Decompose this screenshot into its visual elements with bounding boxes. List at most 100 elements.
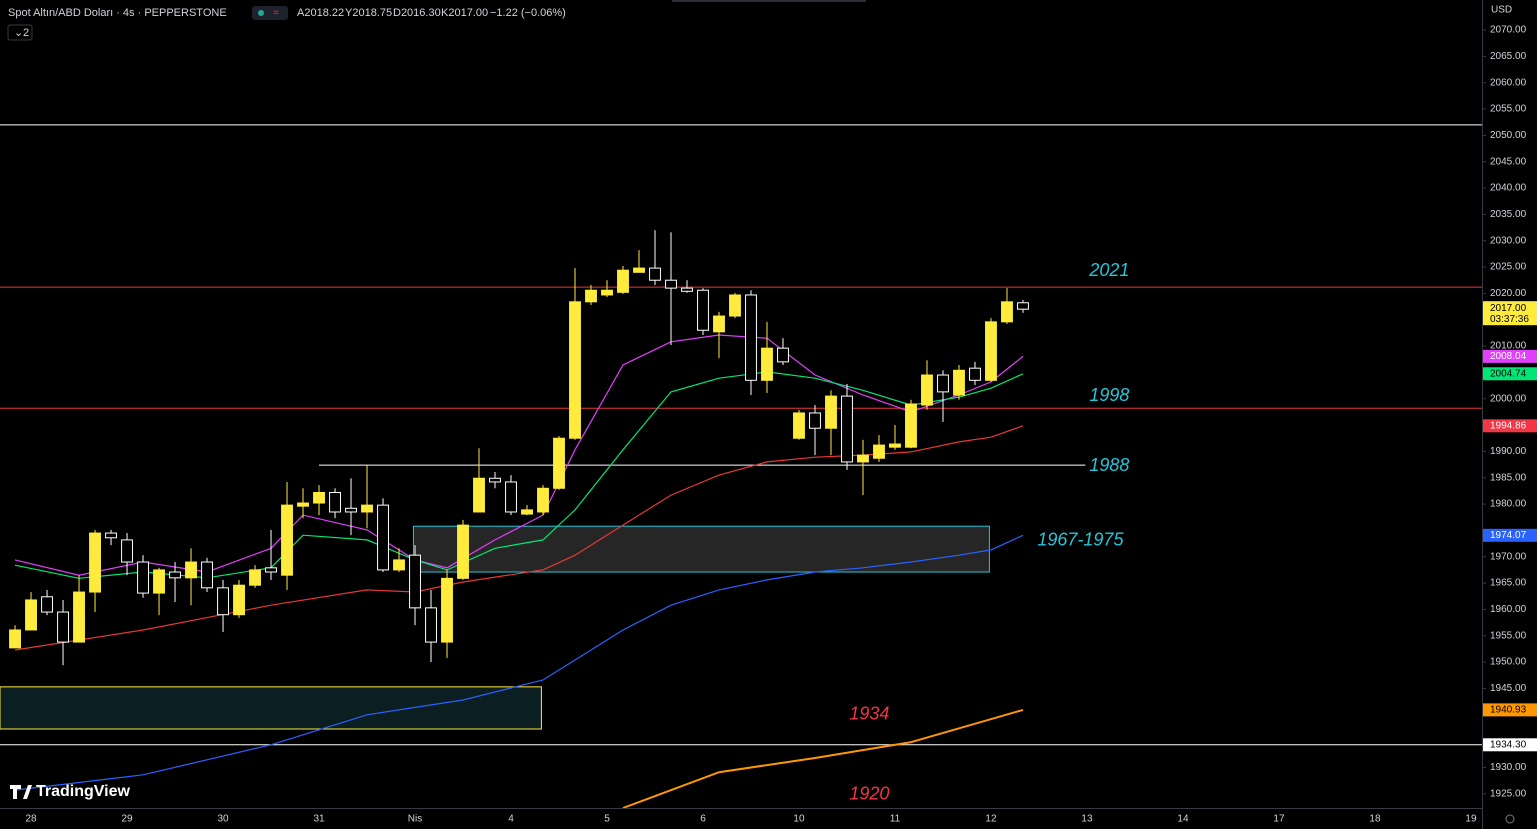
chevron: ⌄ — [14, 27, 23, 39]
price-badge-label: 1994.86 — [1490, 420, 1527, 431]
y-tick-label: 1960.00 — [1490, 604, 1527, 615]
candle-body — [57, 611, 69, 643]
y-tick-label: 1930.00 — [1490, 762, 1527, 773]
price-badge — [1483, 349, 1537, 363]
x-tick-label: 19 — [1465, 814, 1477, 825]
candle-body — [201, 561, 213, 589]
price-badge — [1483, 738, 1537, 752]
y-tick-label: 1990.00 — [1490, 446, 1527, 457]
candle-body — [265, 567, 277, 573]
candle-body — [233, 584, 245, 616]
candle-body — [185, 561, 197, 579]
candle-body — [969, 367, 981, 381]
candle-body — [313, 491, 325, 504]
candle-body — [377, 504, 389, 571]
candle-body — [889, 443, 901, 448]
price-badge-label: 2004.74 — [1490, 368, 1527, 379]
y-tick-label: 1955.00 — [1490, 630, 1527, 641]
candle-body — [489, 477, 501, 483]
candle-body — [553, 437, 565, 489]
annotation: 1934 — [849, 704, 889, 724]
y-tick-label: 1965.00 — [1490, 578, 1527, 589]
candle-body — [361, 504, 373, 513]
x-tick-label: 18 — [1369, 814, 1381, 825]
candle-body — [25, 599, 37, 631]
zone-box — [412, 525, 990, 573]
indicator-toggle[interactable] — [7, 24, 33, 41]
annotation: 2021 — [1088, 260, 1129, 280]
x-tick-label: 28 — [25, 814, 37, 825]
candle-body — [921, 374, 933, 406]
y-tick-label: 2060.00 — [1490, 77, 1527, 88]
x-tick-label: 30 — [217, 814, 229, 825]
price-badge-label: 1934.30 — [1490, 739, 1527, 750]
candle-body — [473, 477, 485, 513]
candle-body — [393, 559, 405, 571]
x-tick-label: 4 — [508, 814, 514, 825]
candle-body — [697, 289, 709, 331]
candle-body — [841, 395, 853, 463]
candle-body — [665, 279, 677, 289]
zone-box — [0, 686, 542, 730]
candle-body — [345, 507, 357, 513]
candle-body — [1001, 301, 1013, 323]
x-tick-label: 12 — [985, 814, 997, 825]
candle-body — [121, 539, 133, 563]
logo-mark — [10, 785, 32, 799]
x-tick-label: 11 — [890, 814, 901, 825]
plot: 2021 1998 1988 1967-1975 1934 1920 — [0, 124, 1482, 809]
annotation: 1998 — [1089, 385, 1129, 405]
ohlc-close: K2017.00 — [441, 7, 488, 19]
y-tick-label: 2000.00 — [1490, 393, 1527, 404]
currency-label[interactable]: USD — [1491, 5, 1512, 16]
candle-body — [873, 444, 885, 459]
candle-body — [1017, 302, 1029, 310]
y-tick-label: 2040.00 — [1490, 183, 1527, 194]
annotation: 1967-1975 — [1037, 530, 1124, 550]
candle-body — [505, 481, 517, 513]
x-tick-label: 14 — [1177, 814, 1189, 825]
candle-body — [281, 504, 293, 576]
countdown: 03:37:36 — [1490, 314, 1529, 325]
y-tick-label: 1950.00 — [1490, 657, 1527, 668]
x-tick-label: 13 — [1081, 814, 1093, 825]
annotation: 1920 — [849, 784, 889, 804]
candle-body — [857, 454, 869, 463]
settings-icon[interactable] — [1505, 814, 1515, 824]
moving-average — [14, 534, 1024, 791]
ohlc-change: −1.22 (−0.06%) — [490, 7, 566, 19]
logo: TradingView — [36, 783, 131, 800]
candle-body — [793, 412, 805, 439]
y-tick-label: 2065.00 — [1490, 51, 1527, 62]
x-tick-label: 29 — [121, 814, 133, 825]
candle-body — [137, 561, 149, 594]
x-tick-label: 5 — [604, 814, 610, 825]
y-tick-label: 2055.00 — [1490, 104, 1527, 115]
candle-body — [9, 629, 21, 649]
y-tick-label: 1980.00 — [1490, 499, 1527, 510]
y-tick-label: 1970.00 — [1490, 551, 1527, 562]
price-badge-label: 1940.93 — [1490, 705, 1527, 716]
price-badge — [1483, 301, 1537, 326]
candle-body — [105, 532, 117, 539]
ohlc-high: Y2018.75 — [345, 7, 392, 19]
status-icons — [252, 6, 288, 20]
candle-body — [409, 554, 421, 609]
candle-body — [953, 369, 965, 396]
x-tick-label: 6 — [700, 814, 706, 825]
price-badge — [1483, 528, 1537, 542]
candle-body — [89, 532, 101, 593]
indicator-count: 2 — [23, 27, 29, 39]
ohlc-open: A2018.22 — [297, 7, 344, 19]
candle-body — [329, 491, 341, 513]
y-tick-label: 2020.00 — [1490, 288, 1527, 299]
ohlc-low: D2016.30 — [393, 7, 441, 19]
candle-body — [169, 571, 181, 579]
candle-body — [217, 587, 229, 616]
y-tick-label: 1945.00 — [1490, 683, 1527, 694]
candle-body — [297, 502, 309, 507]
candle-body — [73, 591, 85, 643]
candle-body — [729, 294, 741, 317]
candle-body — [617, 269, 629, 293]
